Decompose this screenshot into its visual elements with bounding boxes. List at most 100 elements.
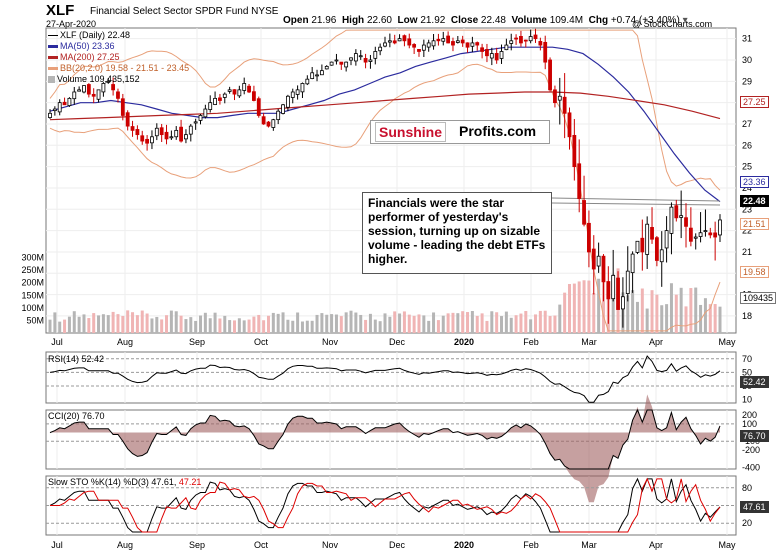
volume-bar (422, 315, 426, 333)
volume-bar (63, 319, 67, 333)
bollinger-bands (49, 29, 721, 332)
candle-body (620, 296, 625, 310)
volume-bar (131, 312, 135, 333)
candle-body (378, 46, 383, 52)
volume-bar (509, 317, 513, 333)
x-tick-label-bottom: Nov (322, 540, 339, 550)
ma200-price-tag: 27.25 (740, 96, 769, 108)
candle-body (630, 253, 635, 274)
oscillators (46, 355, 736, 533)
volume-bar (412, 315, 416, 333)
candle-body (708, 232, 713, 236)
x-tick-label-top: Dec (389, 337, 406, 347)
candle-body (222, 93, 227, 98)
volume-tick-label: 50M (26, 315, 44, 325)
volume-bar (592, 292, 596, 333)
candle-body (470, 42, 475, 47)
cci-tick-label: 100 (742, 419, 757, 429)
volume-bar (145, 313, 149, 333)
candle-body (383, 42, 387, 47)
candle-body (179, 126, 183, 142)
candle-body (611, 275, 616, 300)
volume-bar (713, 303, 717, 333)
volume-bar (665, 304, 669, 333)
candle-body (451, 41, 455, 46)
volume-bar (572, 283, 576, 333)
candle-body (150, 136, 154, 144)
candle-body (125, 112, 130, 127)
volume-bar (174, 311, 178, 333)
candle-body (111, 84, 116, 91)
candle-body (164, 131, 169, 140)
volume-bar (252, 316, 256, 333)
candle-body (523, 39, 528, 42)
x-tick-label-bottom: Aug (117, 540, 133, 550)
candle-body (412, 44, 417, 48)
x-tick-label-top: Aug (117, 337, 133, 347)
volume-bar (378, 321, 382, 333)
candle-body (72, 91, 77, 100)
candle-body (67, 97, 72, 106)
price-tick-label: 30 (742, 55, 752, 65)
volume-bar (480, 313, 484, 333)
candle-body (135, 129, 140, 136)
volume-tick-label: 250M (21, 265, 44, 275)
volume-bar (135, 315, 139, 333)
candle-body (421, 44, 426, 51)
volume-bar (514, 315, 518, 333)
volume-bar (242, 320, 246, 333)
candle-body (344, 61, 349, 68)
x-tick-label-top: Jul (51, 337, 63, 347)
volume-bar (524, 310, 528, 333)
volume-bar (567, 284, 571, 333)
candle-body (441, 38, 446, 42)
candle-body (52, 108, 57, 112)
volume-bar (67, 316, 71, 333)
candle-body (455, 40, 460, 43)
candle-body (227, 89, 232, 92)
ma50-line (49, 46, 721, 203)
candle-body (315, 74, 319, 77)
candle-body (184, 134, 188, 140)
candle-body (480, 47, 485, 52)
volume-bar (325, 314, 329, 333)
legend-bb: BB(20,2.0) 19.58 - 21.51 - 23.45 (48, 63, 189, 73)
volume-bar (160, 319, 164, 333)
volume-bar (179, 315, 183, 333)
volume-bar (218, 318, 222, 333)
volume-bar (500, 316, 504, 333)
volume-bar (155, 316, 159, 333)
rsi-label: RSI(14) 52.42 (48, 354, 105, 364)
volume-bar (543, 310, 547, 333)
volume-bar (534, 314, 538, 333)
candle-body (616, 277, 620, 310)
cci-tick-label: -400 (742, 462, 760, 472)
cci-fill (50, 394, 720, 503)
volume-bar (281, 312, 285, 333)
candle-body (499, 51, 504, 59)
volume-bar (315, 314, 319, 333)
x-tick-label-bottom: Jul (51, 540, 63, 550)
volume-bar (92, 313, 96, 333)
volume-bar (650, 290, 654, 333)
x-tick-label-bottom: Sep (189, 540, 205, 550)
candle-body (276, 110, 281, 121)
annotation-pointer (551, 202, 721, 206)
candle-body (310, 72, 315, 79)
candle-body (475, 42, 480, 46)
volume-bar (116, 314, 120, 333)
volume-bar (558, 304, 562, 333)
candle-body (669, 206, 674, 234)
volume-bar (368, 313, 372, 333)
candle-body (674, 205, 679, 219)
volume-bar (504, 311, 508, 333)
price-tick-label: 22 (742, 226, 752, 236)
volume-bar (582, 280, 586, 333)
volume-bar (703, 298, 707, 333)
volume-bar (262, 320, 266, 333)
volume-bar (495, 312, 499, 333)
candle-body (698, 232, 703, 237)
x-tick-label-bottom: 2020 (454, 540, 474, 550)
volume-bar (101, 314, 105, 333)
volume-bar (48, 319, 52, 333)
